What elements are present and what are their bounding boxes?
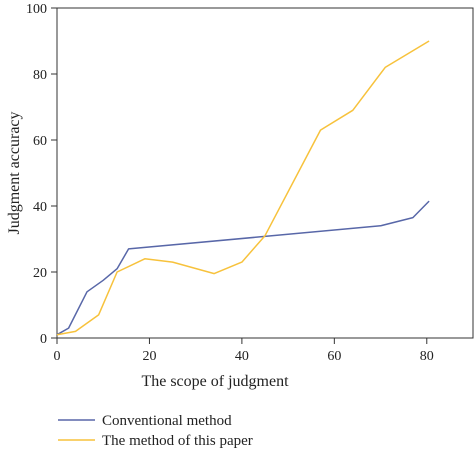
plot-area-frame (56, 7, 474, 339)
x-axis: 0 20 40 60 80 (54, 338, 434, 364)
legend: Conventional method The method of this pa… (58, 413, 253, 449)
x-tick-label: 40 (235, 349, 249, 364)
y-tick-label: 40 (33, 200, 47, 215)
series-line-1 (56, 200, 430, 336)
y-tick-label: 20 (33, 266, 47, 281)
y-tick-label: 60 (33, 134, 47, 149)
x-tick-label: 0 (54, 349, 61, 364)
legend-label-2: The method of this paper (102, 433, 253, 449)
y-tick-label: 80 (33, 68, 47, 83)
x-tick-label: 60 (327, 349, 341, 364)
x-tick-label: 80 (420, 349, 434, 364)
y-axis: 0 20 40 60 80 100 (26, 2, 57, 347)
series-layer (56, 40, 430, 336)
y-axis-title: Judgment accuracy (6, 111, 23, 234)
x-axis-title: The scope of judgment (141, 373, 289, 390)
series-line-2 (56, 40, 430, 336)
legend-label-1: Conventional method (102, 413, 232, 429)
y-tick-label: 0 (40, 332, 47, 347)
y-tick-label: 100 (26, 2, 47, 17)
x-tick-label: 20 (142, 349, 156, 364)
